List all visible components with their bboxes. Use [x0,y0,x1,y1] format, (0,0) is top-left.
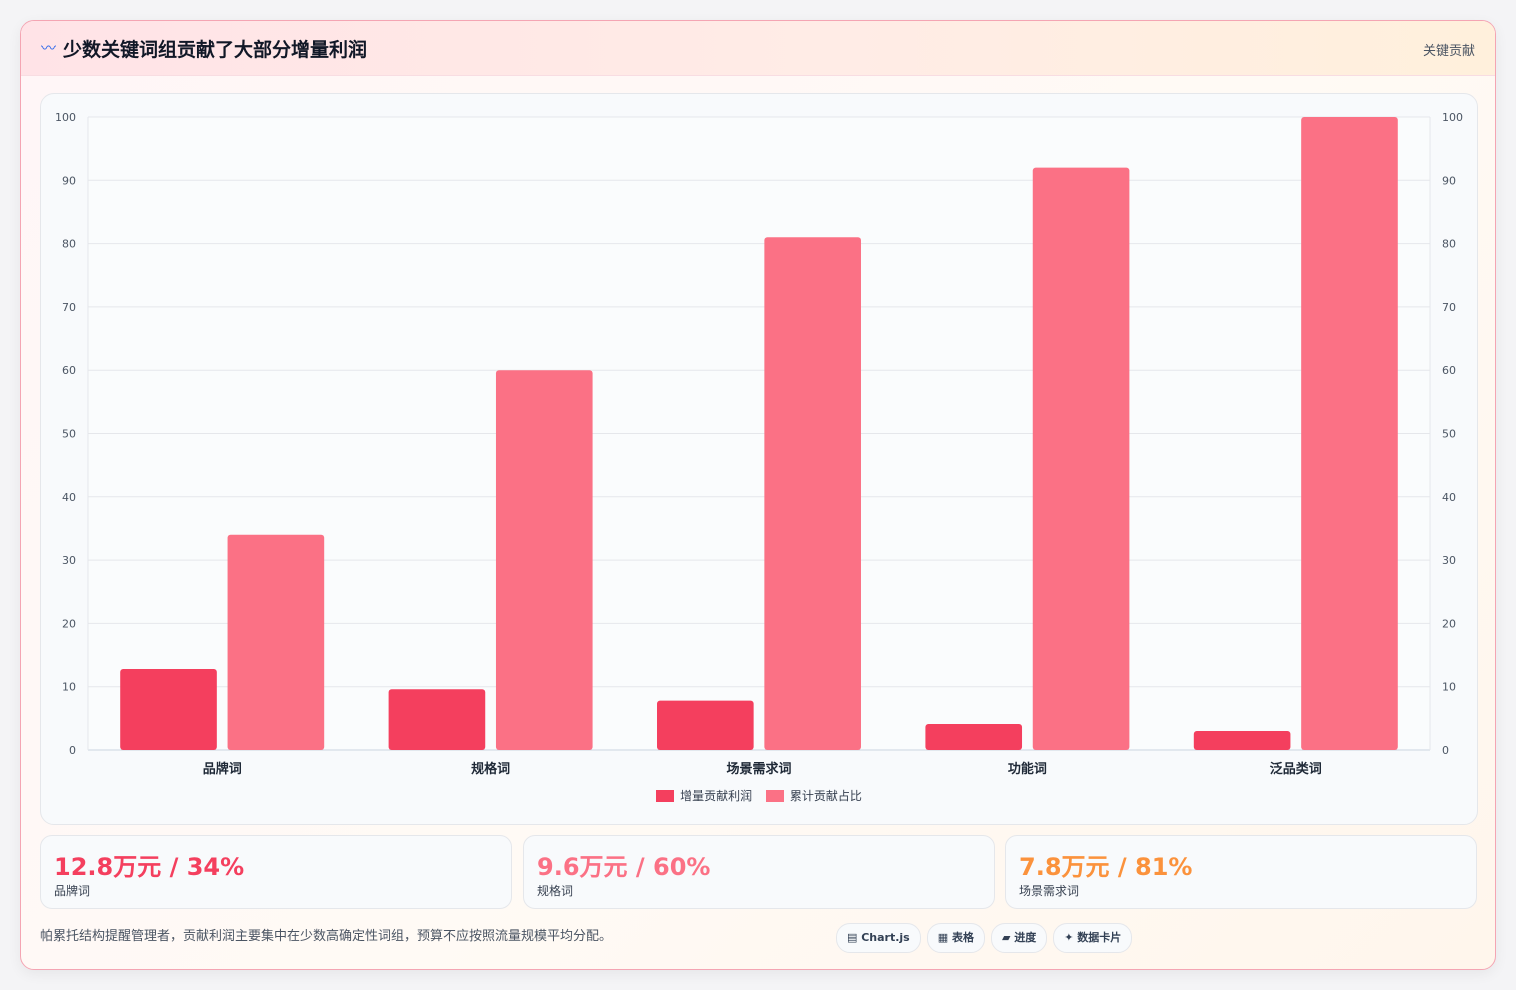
y-tick-label-left: 40 [62,491,76,504]
bar-incremental-profit [657,700,754,750]
y-tick-label-right: 60 [1442,364,1456,377]
legend-label: 累计贡献占比 [789,789,862,803]
stat-card-spec: 9.6万元 / 60% 规格词 [523,835,995,909]
bar-cumulative-share [1301,117,1398,750]
x-tick-label: 泛品类词 [1270,761,1322,777]
bar-incremental-profit [120,668,217,750]
y-tick-label-left: 30 [62,554,76,567]
y-tick-label-right: 90 [1442,174,1456,187]
bar-cumulative-share [1032,167,1130,750]
table-pill[interactable]: ▦ 表格 [926,923,985,953]
bar-incremental-profit [1193,731,1291,750]
y-tick-label-left: 90 [62,174,76,187]
y-tick-label-left: 80 [62,238,76,251]
stat-value: 12.8万元 / 34% [54,853,245,881]
y-tick-label-left: 10 [62,681,76,694]
bar-cumulative-share [495,370,593,750]
x-tick-label: 功能词 [1008,761,1047,777]
trend-icon: 〰 [41,39,57,57]
stat-card-brand: 12.8万元 / 34% 品牌词 [40,835,512,909]
stat-card-scene: 7.8万元 / 81% 场景需求词 [1005,835,1477,909]
y-tick-label-right: 40 [1442,491,1456,504]
legend-swatch [765,790,784,802]
card-title: 少数关键词组贡献了大部分增量利润 [63,39,368,61]
y-tick-label-right: 20 [1442,617,1456,630]
y-tick-label-left: 20 [62,617,76,630]
stat-label: 规格词 [537,884,574,898]
y-tick-label-right: 10 [1442,681,1456,694]
header-tag: 关键贡献 [1422,44,1475,59]
footer-note: 帕累托结构提醒管理者，贡献利润主要集中在少数高确定性词组，预算不应按照流量规模平… [40,929,613,944]
y-tick-label-right: 70 [1442,301,1456,314]
legend-swatch [656,790,675,802]
y-tick-label-right: 0 [1442,744,1449,757]
stat-label: 场景需求词 [1019,884,1080,898]
y-tick-label-left: 50 [62,428,76,441]
y-tick-label-right: 50 [1442,428,1456,441]
bar-cumulative-share [764,237,861,750]
x-tick-label: 规格词 [471,761,510,777]
bar-incremental-profit [388,689,486,750]
y-tick-label-right: 100 [1442,111,1463,124]
bar-incremental-profit [925,724,1023,750]
chart-card: 〰 少数关键词组贡献了大部分增量利润 关键贡献 0 0 10 10 20 20 30 30 40… [20,20,1496,970]
bar-cumulative-share [227,534,325,750]
chartjs-pill[interactable]: ▤ Chart.js [836,923,921,953]
legend-label: 增量贡献利润 [680,789,753,803]
x-tick-label: 场景需求词 [726,761,791,777]
y-tick-label-left: 100 [55,111,76,124]
y-tick-label-left: 60 [62,364,76,377]
y-tick-label-right: 30 [1442,554,1456,567]
progress-pill[interactable]: ▰ 进度 [990,923,1048,953]
y-tick-label-right: 80 [1442,238,1456,251]
data-card-pill[interactable]: ✦ 数据卡片 [1053,923,1133,953]
bar-chart: 0 0 10 10 20 20 30 30 40 40 50 50 60 60 70 70 80 80 90 90 10… [55,111,1463,777]
legend-item-incremental-profit[interactable]: 增量贡献利润 [656,787,752,804]
x-tick-label: 品牌词 [203,761,242,777]
chart-legend[interactable]: 增量贡献利润 累计贡献占比 [41,787,1477,804]
chart-panel: 0 0 10 10 20 20 30 30 40 40 50 50 60 60 70 70 80 80 90 90 10… [40,93,1478,825]
legend-item-cumulative-share[interactable]: 累计贡献占比 [765,787,862,804]
y-tick-label-left: 70 [62,301,76,314]
stat-value: 7.8万元 / 81% [1019,853,1193,881]
view-switcher: ▤ Chart.js ▦ 表格 ▰ 进度 ✦ 数据卡片 [836,923,1138,953]
stat-label: 品牌词 [54,884,91,898]
card-header: 〰 少数关键词组贡献了大部分增量利润 关键贡献 [21,21,1495,76]
stat-value: 9.6万元 / 60% [537,853,711,881]
y-tick-label-left: 0 [69,744,76,757]
